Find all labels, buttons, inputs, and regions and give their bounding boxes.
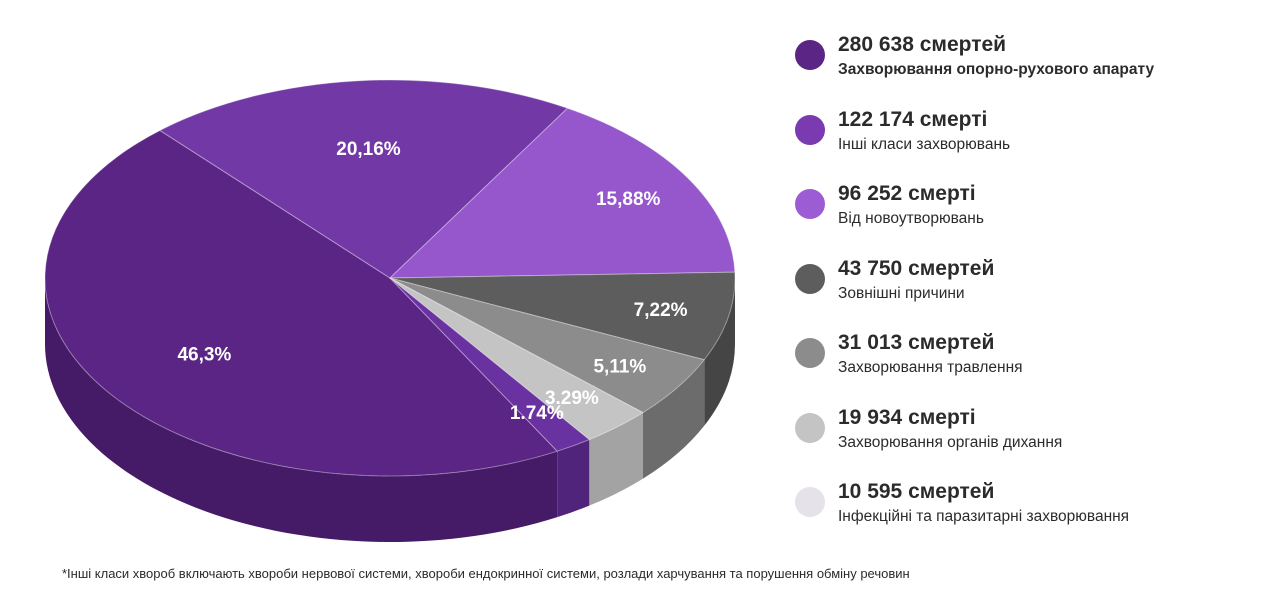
pie-side-5 [642,359,705,479]
legend-label: Зовнішні причини [838,284,965,302]
pie-side-1 [45,278,558,542]
pie-slice-6 [389,277,644,441]
legend-count: 31 013 смертей [838,331,995,354]
pie-slice-label-5: 5,11% [593,357,646,378]
legend-item: 19 934 смерті Захворювання органів диханн… [795,403,1265,478]
pie-slice-label-7: 1.74% [510,403,564,424]
pie-slice-label-6: 3.29% [545,388,599,409]
pie-slice-labels: 46,3% 20,16% 15,88% 7,22% 5,11% 3.29%1.74% [177,139,687,424]
pie-slice-label-4: 7,22% [634,300,688,321]
pie-slice-2 [158,79,569,279]
legend-count: 10 595 смертей [838,480,995,503]
legend-label: Захворювання травлення [838,359,1023,376]
legend: 280 638 смертей Захворювання опорно-рухов… [795,30,1265,552]
legend-count: 43 750 смертей [838,256,995,280]
pie-slice-7 [389,277,591,452]
legend-swatch [795,487,825,517]
footnote: *Інші класи хвороб включають хвороби нер… [62,566,910,581]
pie-slice-3 [388,107,736,279]
legend-count: 122 174 смерті [838,107,988,131]
legend-count: 96 252 смерті [838,182,976,205]
pie-slice-label-1: 46,3% [177,345,231,366]
pie-slice-4 [389,271,736,361]
legend-label: Захворювання органів дихання [838,433,1063,451]
pie-side-4 [704,278,735,426]
legend-swatch [795,40,825,70]
pie-chart: 46,3% 20,16% 15,88% 7,22% 5,11% 3.29%1.74% [44,79,736,542]
legend-item: 96 252 смерті Від новоутворювань [795,179,1265,254]
legend-swatch [795,412,825,443]
legend-item: 280 638 смертей Захворювання опорно-рухов… [795,30,1265,105]
legend-swatch [795,189,825,219]
pie-side-6 [589,412,643,506]
pie-slice-1 [44,129,559,477]
legend-label: Захворювання опорно-рухового апарату [838,61,1155,78]
legend-swatch [795,338,825,368]
legend-label: Інші класи захворювань [838,135,1011,153]
pie-slice-5 [389,277,706,414]
pie-slice-label-3: 15,88% [596,189,661,210]
legend-swatch [795,114,825,145]
legend-item: 122 174 смерті Інші класи захворювань [795,105,1265,180]
legend-item: 43 750 смертей Зовнішні причини [795,254,1265,329]
legend-swatch [795,263,825,294]
legend-item: 31 013 смертей Захворювання травлення [795,328,1265,403]
pie-slice-label-2: 20,16% [336,139,401,160]
legend-count: 19 934 смерті [838,405,976,429]
pie-side-walls [45,278,735,542]
legend-label: Інфекційні та паразитарні захворювання [838,508,1130,525]
legend-count: 280 638 смертей [838,33,1007,56]
pie-slices [44,79,736,477]
legend-label: Від новоутворювань [838,210,984,227]
legend-item: 10 595 смертей Інфекційні та паразитарні … [795,477,1265,552]
pie-side-7 [557,439,590,518]
